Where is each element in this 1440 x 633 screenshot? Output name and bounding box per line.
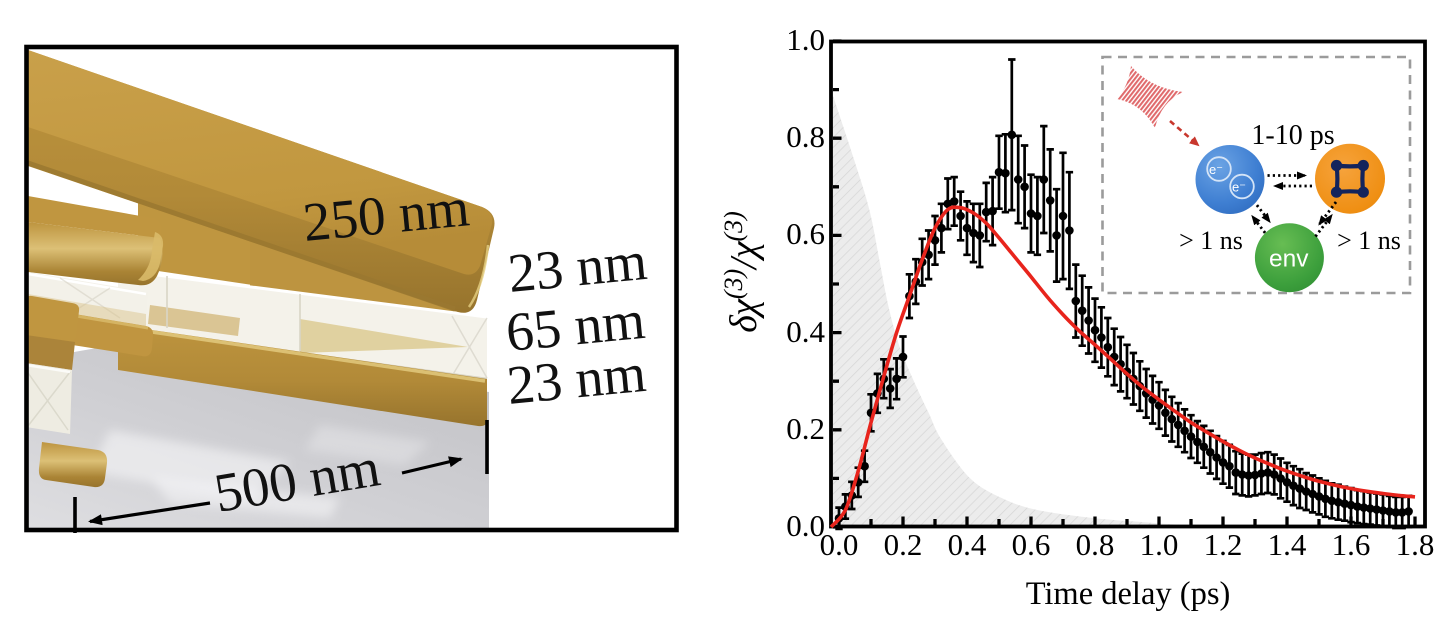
svg-text:e⁻: e⁻ [1209, 162, 1223, 177]
svg-text:1.4: 1.4 [1268, 527, 1307, 562]
svg-text:e⁻: e⁻ [1232, 180, 1246, 195]
svg-text:0.8: 0.8 [1076, 527, 1115, 562]
svg-text:0.0: 0.0 [786, 508, 825, 543]
svg-text:0.6: 0.6 [786, 216, 825, 251]
svg-text:Time delay (ps): Time delay (ps) [1026, 576, 1231, 612]
svg-text:1-10 ps: 1-10 ps [1251, 120, 1334, 151]
svg-text:23 nm: 23 nm [504, 342, 648, 416]
svg-text:1.0: 1.0 [786, 22, 825, 57]
svg-text:0.4: 0.4 [786, 314, 825, 349]
svg-text:1.2: 1.2 [1204, 527, 1243, 562]
svg-text:env: env [1269, 246, 1309, 273]
svg-text:0.0: 0.0 [820, 527, 859, 562]
svg-text:0.2: 0.2 [786, 411, 825, 446]
svg-text:0.2: 0.2 [884, 527, 923, 562]
svg-text:1.8: 1.8 [1396, 527, 1435, 562]
svg-text:0.4: 0.4 [948, 527, 987, 562]
svg-text:> 1 ns: > 1 ns [1337, 226, 1401, 255]
svg-text:1.6: 1.6 [1332, 527, 1371, 562]
svg-text:65 nm: 65 nm [503, 289, 647, 363]
svg-text:1.0: 1.0 [1140, 527, 1179, 562]
svg-text:23 nm: 23 nm [505, 230, 649, 304]
svg-text:0.6: 0.6 [1012, 527, 1051, 562]
svg-text:0.8: 0.8 [786, 119, 825, 154]
svg-text:> 1 ns: > 1 ns [1179, 226, 1243, 255]
